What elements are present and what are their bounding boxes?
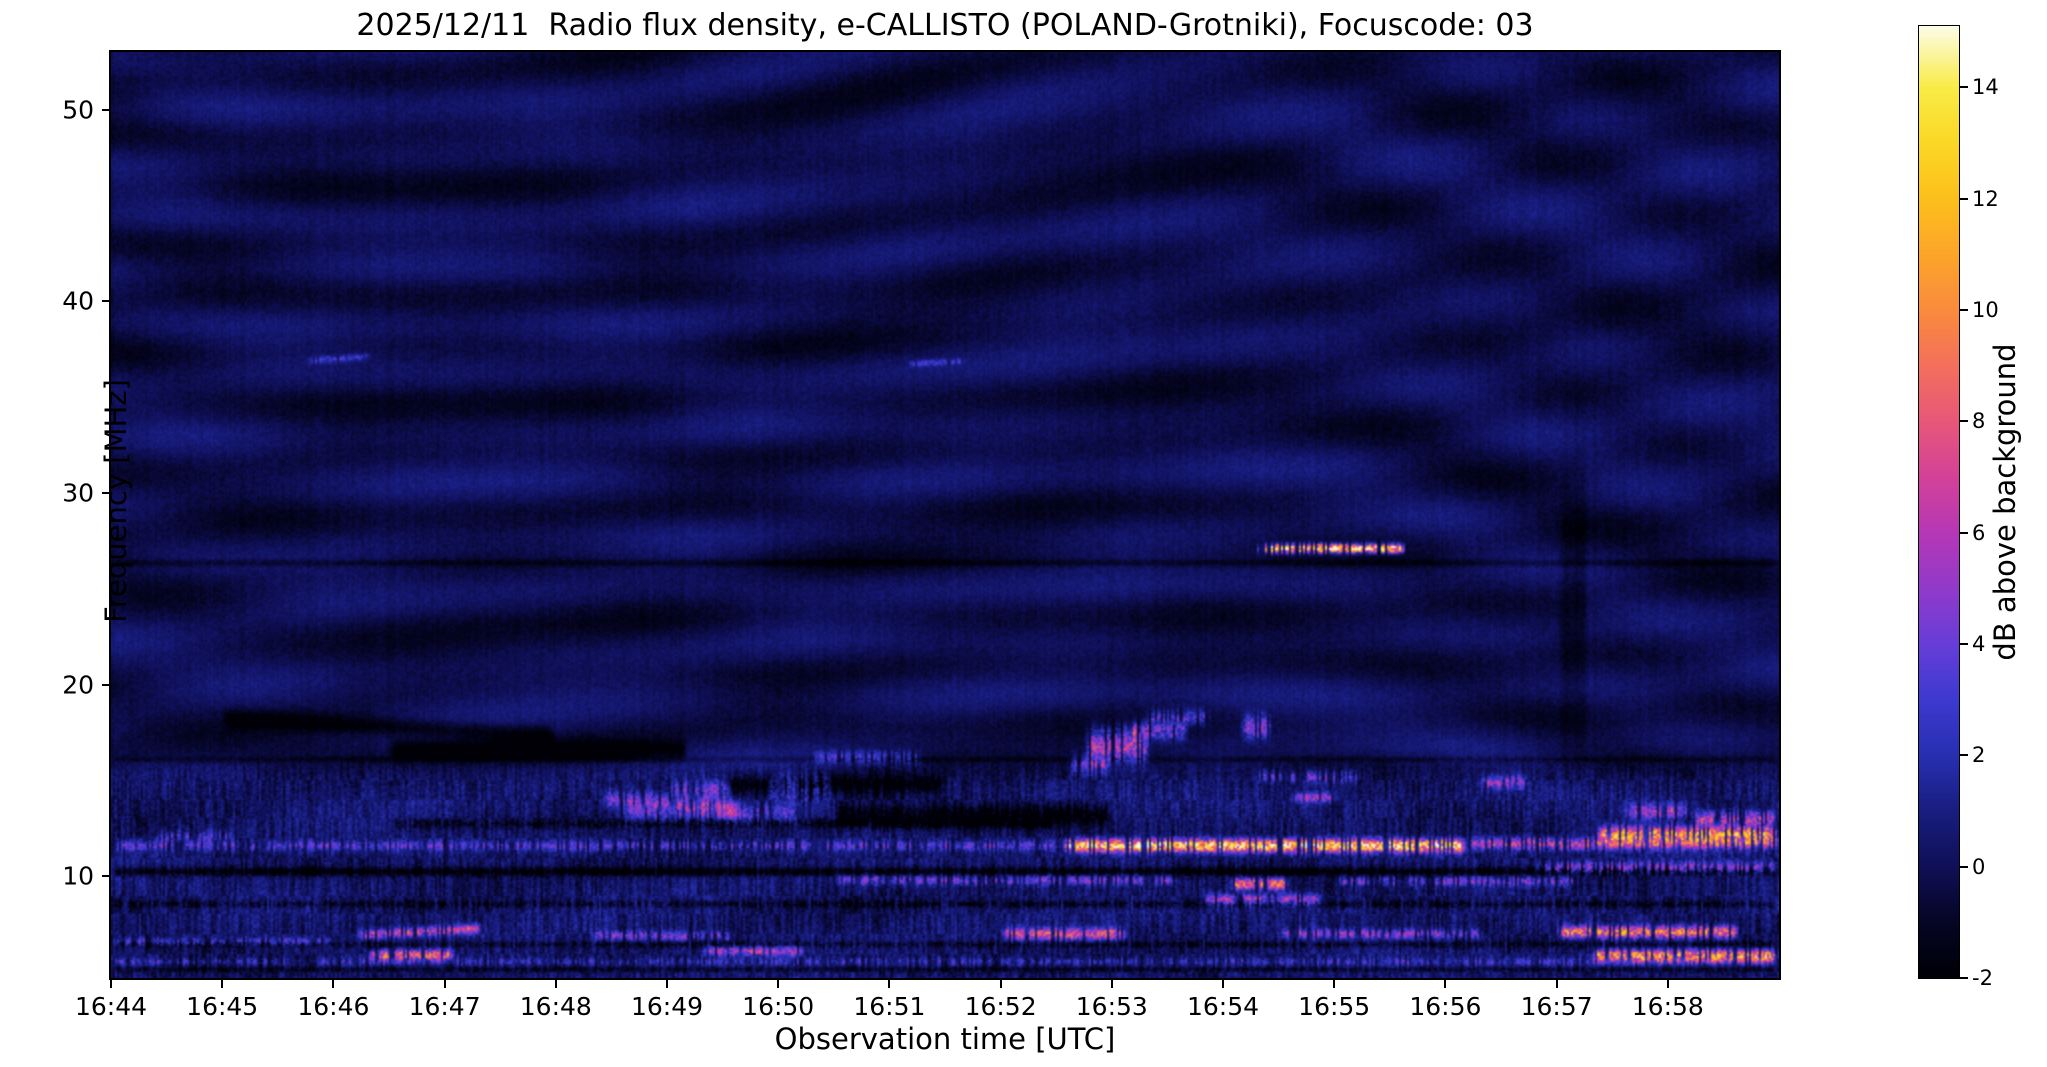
colorbar-tick-label: 8 [1972,409,1986,434]
colorbar-canvas [1919,26,1959,978]
x-tick-label: 16:45 [186,992,259,1021]
colorbar-tick-label: -2 [1972,966,1993,990]
colorbar-tick-mark [1960,197,1968,200]
x-tick-label: 16:49 [630,992,704,1021]
colorbar-tick-label: 6 [1972,520,1986,545]
colorbar-tick-mark [1960,754,1968,757]
y-tick-mark [102,108,111,111]
y-tick-label: 10 [62,861,94,891]
x-tick-mark [332,978,335,988]
colorbar-tick-mark [1960,642,1968,645]
colorbar-tick-label: 2 [1972,743,1986,768]
x-tick-mark [666,978,668,988]
x-tick-label: 16:57 [1520,992,1593,1021]
x-tick-mark [1110,978,1113,988]
x-tick-label: 16:48 [519,992,592,1021]
colorbar-tick-label: 14 [1972,75,1999,100]
x-tick-label: 16:58 [1631,992,1704,1021]
colorbar-tick-mark [1960,977,1968,979]
x-tick-mark [888,978,891,988]
x-axis-label: Observation time [UTC] [774,1022,1116,1056]
y-tick-mark [102,300,111,303]
y-tick-label: 50 [62,95,94,124]
x-tick-label: 16:47 [408,992,481,1021]
x-tick-label: 16:56 [1409,992,1482,1021]
x-tick-label: 16:50 [742,992,815,1021]
x-tick-mark [221,978,224,988]
heatmap-canvas [111,52,1779,978]
y-tick-mark [102,683,111,686]
x-tick-label: 16:53 [1075,992,1148,1021]
y-tick-mark [102,491,111,494]
y-tick-label: 20 [62,670,94,700]
x-tick-label: 16:46 [297,992,370,1021]
chart-title: 2025/12/11 Radio flux density, e-CALLIST… [356,8,1534,43]
x-tick-label: 16:44 [74,992,148,1021]
y-tick-label: 40 [62,286,94,316]
colorbar-tick-mark [1960,308,1968,311]
colorbar-tick-label: 4 [1972,631,1986,656]
x-tick-mark [999,978,1002,988]
x-tick-mark [1333,978,1336,988]
colorbar-tick-mark [1960,531,1968,534]
colorbar-tick-mark [1960,86,1968,89]
x-tick-mark [777,978,780,988]
x-tick-mark [554,978,557,988]
x-tick-label: 16:55 [1298,992,1371,1021]
colorbar-tick-label: 12 [1972,186,1999,211]
colorbar-tick-mark [1960,420,1968,423]
x-tick-mark [1444,978,1447,988]
colorbar-tick-label: 0 [1972,854,1986,879]
y-tick-label: 30 [62,478,94,508]
y-tick-mark [102,875,111,878]
y-axis-label: Frequency [MHz] [99,379,133,623]
x-tick-label: 16:52 [964,992,1037,1021]
x-tick-mark [443,978,446,988]
colorbar-label: dB above background [1988,343,2022,661]
colorbar-tick-label: 10 [1972,297,1999,322]
x-tick-mark [110,978,112,988]
x-tick-label: 16:54 [1186,992,1260,1021]
x-tick-mark [1222,978,1224,988]
x-tick-label: 16:51 [853,992,926,1021]
x-tick-mark [1666,978,1669,988]
colorbar-tick-mark [1960,865,1968,868]
x-tick-mark [1555,978,1558,988]
